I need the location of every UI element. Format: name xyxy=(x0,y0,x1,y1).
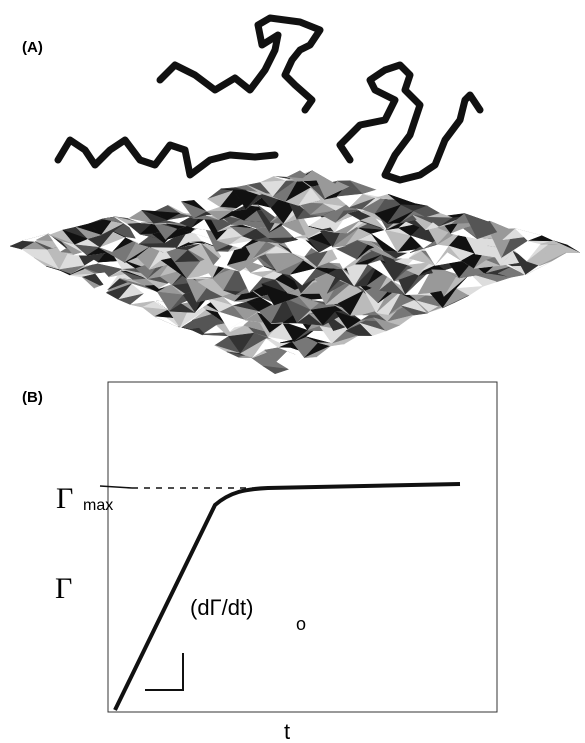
adsorption-curve xyxy=(115,484,460,710)
tick xyxy=(100,486,132,488)
gamma-max: Γ xyxy=(56,482,73,515)
polymer-chain xyxy=(58,140,275,175)
slope-marker xyxy=(145,653,183,690)
subscript: o xyxy=(296,614,306,634)
subscript: max xyxy=(83,497,113,514)
figure: (A) (B) Γ max Γ (dΓ/dt) o t xyxy=(0,0,585,743)
x-label: t xyxy=(284,719,290,743)
panel-label: (B) xyxy=(22,389,43,406)
plot-frame xyxy=(108,382,497,712)
panel-label: (A) xyxy=(22,39,43,56)
y-label: Γ xyxy=(55,572,72,605)
polymer-chain xyxy=(160,18,320,110)
polymer-chain xyxy=(340,65,480,180)
rough-surface xyxy=(10,171,580,374)
slope-label: (dΓ/dt) xyxy=(190,595,253,620)
polymer-chains xyxy=(58,18,480,180)
